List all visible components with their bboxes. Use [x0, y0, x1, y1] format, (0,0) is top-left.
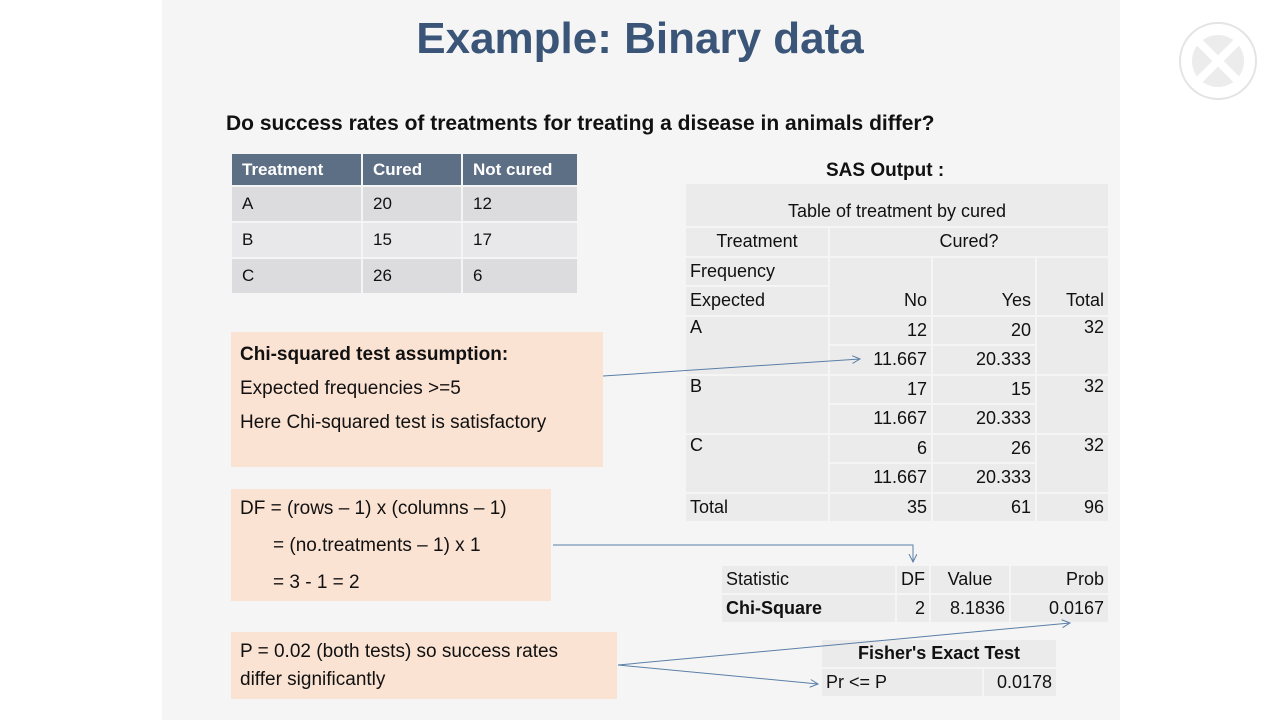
- box-text: Here Chi-squared test is satisfactory: [240, 412, 547, 433]
- stat-label: Frequency: [686, 257, 828, 285]
- cell: 26: [933, 434, 1035, 462]
- slide-title: Example: Binary data: [416, 14, 864, 63]
- col-header: DF: [897, 566, 929, 593]
- fisher-exact-table: Fisher's Exact Test Pr <= P 0.0178: [820, 638, 1058, 698]
- cell: Pr <= P: [822, 669, 982, 696]
- cell: 17: [830, 375, 931, 403]
- box-text: differ significantly: [240, 669, 386, 690]
- row-label: A: [686, 316, 828, 374]
- cell: 20: [363, 187, 461, 221]
- box-text: Expected frequencies >=5: [240, 378, 461, 399]
- box-text: = 3 - 1 = 2: [273, 572, 360, 593]
- cell: 26: [363, 259, 461, 293]
- cell: 12: [463, 187, 577, 221]
- table-row: B 15 17: [232, 223, 577, 257]
- row-label: B: [686, 375, 828, 433]
- cell: 32: [1037, 434, 1108, 492]
- box-heading: Chi-squared test assumption:: [240, 344, 509, 365]
- cell: 20.333: [933, 346, 1035, 374]
- cell: 0.0167: [1011, 595, 1108, 622]
- col-header: Statistic: [722, 566, 895, 593]
- stat-label: Expected: [686, 287, 828, 315]
- cell: 2: [897, 595, 929, 622]
- col-var: Cured?: [830, 228, 1108, 256]
- col-header: Value: [931, 566, 1009, 593]
- col-header: Prob: [1011, 566, 1108, 593]
- cell: 20: [933, 316, 1035, 344]
- cell: 8.1836: [931, 595, 1009, 622]
- table-row: A 20 12: [232, 187, 577, 221]
- assumption-box: Chi-squared test assumption: Expected fr…: [231, 332, 603, 467]
- col-header: Treatment: [232, 154, 361, 185]
- table-title: Table of treatment by cured: [686, 184, 1108, 226]
- cell: 32: [1037, 316, 1108, 374]
- question: Do success rates of treatments for treat…: [226, 112, 935, 135]
- col-header: Yes: [933, 257, 1035, 315]
- box-text: = (no.treatments – 1) x 1: [273, 535, 481, 556]
- cell: C: [232, 259, 361, 293]
- cell: A: [232, 187, 361, 221]
- cell: 32: [1037, 375, 1108, 433]
- sas-crosstab: Table of treatment by cured Treatment Cur…: [684, 182, 1110, 523]
- cell: 96: [1037, 493, 1108, 521]
- cell: 17: [463, 223, 577, 257]
- cell: B: [232, 223, 361, 257]
- treatment-data-table: Treatment Cured Not cured A 20 12 B 15 17 C 26 6: [230, 152, 579, 295]
- cell: 15: [363, 223, 461, 257]
- box-text: DF = (rows – 1) x (columns – 1): [240, 498, 507, 519]
- cell: 12: [830, 316, 931, 344]
- cell: 0.0178: [984, 669, 1056, 696]
- row-label: Total: [686, 493, 828, 521]
- table-title: Fisher's Exact Test: [822, 640, 1056, 667]
- chi-square-table: Statistic DF Value Prob Chi-Square 2 8.1836 0.…: [720, 564, 1110, 624]
- row-var: Treatment: [686, 228, 828, 256]
- cell: 6: [463, 259, 577, 293]
- box-text: P = 0.02 (both tests) so success rates: [240, 641, 559, 662]
- cell: 20.333: [933, 405, 1035, 433]
- cell: Chi-Square: [722, 595, 895, 622]
- col-header: Total: [1037, 257, 1108, 315]
- sas-output-label: SAS Output :: [826, 160, 945, 181]
- cell: 20.333: [933, 464, 1035, 492]
- row-label: C: [686, 434, 828, 492]
- col-header: Cured: [363, 154, 461, 185]
- cell: 6: [830, 434, 931, 462]
- cell: 15: [933, 375, 1035, 403]
- cell: 35: [830, 493, 931, 521]
- df-box: DF = (rows – 1) x (columns – 1) = (no.tr…: [231, 489, 551, 601]
- col-header: Not cured: [463, 154, 577, 185]
- col-header: No: [830, 257, 931, 315]
- conclusion-box: P = 0.02 (both tests) so success rates d…: [231, 632, 617, 699]
- cell: 61: [933, 493, 1035, 521]
- university-logo: [1179, 22, 1257, 100]
- cell: 11.667: [830, 464, 931, 492]
- cell: 11.667: [830, 405, 931, 433]
- table-row: C 26 6: [232, 259, 577, 293]
- cell: 11.667: [830, 346, 931, 374]
